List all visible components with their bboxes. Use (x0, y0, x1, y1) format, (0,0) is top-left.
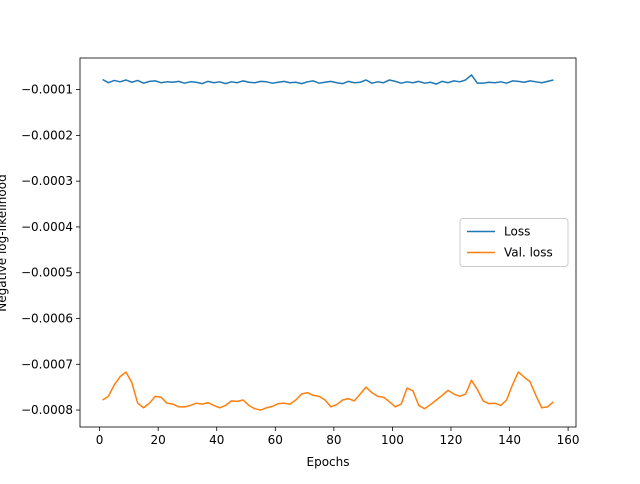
x-axis-label: Epochs (307, 455, 350, 469)
y-tick-label: −0.0005 (21, 266, 73, 280)
x-tick-label: 100 (381, 433, 404, 447)
x-tick-label: 60 (268, 433, 283, 447)
y-tick-label: −0.0003 (21, 174, 73, 188)
y-tick-label: −0.0007 (21, 357, 73, 371)
legend-frame (459, 218, 569, 267)
y-tick-label: −0.0004 (21, 220, 73, 234)
y-tick-label: −0.0002 (21, 128, 73, 142)
y-axis-label: Negative log-likelihood (0, 174, 9, 311)
y-tick-label: −0.0006 (21, 311, 73, 325)
y-tick-label: −0.0008 (21, 403, 73, 417)
series-line (102, 74, 554, 85)
x-tick-label: 140 (498, 433, 521, 447)
legend: Loss Val. loss (459, 218, 569, 267)
series-line (102, 371, 554, 411)
legend-label: Loss (504, 225, 530, 239)
x-tick-label: 40 (209, 433, 224, 447)
x-tick-label: 0 (96, 433, 104, 447)
x-tick-label: 20 (151, 433, 166, 447)
x-tick-label: 80 (326, 433, 341, 447)
legend-label: Val. loss (504, 246, 553, 260)
x-tick-label: 160 (557, 433, 580, 447)
x-tick-label: 120 (440, 433, 463, 447)
axes-frame (79, 57, 577, 428)
y-tick-label: −0.0001 (21, 83, 73, 97)
